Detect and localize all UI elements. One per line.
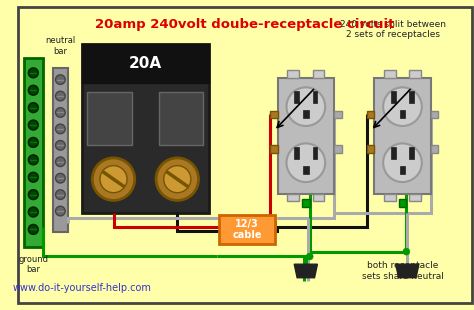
Bar	[270, 145, 278, 153]
Bar	[399, 199, 406, 207]
Circle shape	[164, 166, 191, 193]
Text: www.do-it-yourself-help.com: www.do-it-yourself-help.com	[12, 283, 151, 293]
Circle shape	[55, 108, 65, 117]
Polygon shape	[294, 264, 318, 278]
Circle shape	[55, 140, 65, 150]
Bar	[409, 147, 414, 159]
Bar	[409, 70, 421, 78]
Bar	[312, 147, 318, 159]
Bar	[400, 166, 405, 174]
Bar	[367, 145, 374, 153]
Bar	[159, 92, 203, 145]
Bar	[400, 109, 405, 118]
Bar	[294, 147, 299, 159]
Bar	[312, 194, 324, 202]
Text: both receptacle
sets share neutral: both receptacle sets share neutral	[362, 261, 443, 281]
Bar	[391, 147, 396, 159]
Bar	[312, 91, 318, 103]
Circle shape	[286, 87, 325, 126]
Bar	[287, 194, 299, 202]
Circle shape	[383, 144, 422, 182]
Bar	[430, 145, 438, 153]
Text: neutral
bar: neutral bar	[45, 36, 75, 55]
Bar	[287, 70, 299, 78]
Bar	[334, 145, 342, 153]
Bar	[312, 70, 324, 78]
Circle shape	[28, 120, 38, 130]
Circle shape	[55, 75, 65, 84]
Circle shape	[55, 157, 65, 166]
Bar	[409, 194, 421, 202]
Bar	[409, 91, 414, 103]
Bar	[82, 44, 209, 82]
Circle shape	[28, 86, 38, 95]
Circle shape	[100, 166, 127, 193]
Bar	[384, 194, 396, 202]
Bar	[391, 91, 396, 103]
Bar	[303, 166, 309, 174]
Circle shape	[28, 68, 38, 78]
Text: 20A: 20A	[129, 56, 162, 71]
Circle shape	[28, 103, 38, 113]
Circle shape	[55, 190, 65, 199]
Bar	[219, 215, 275, 244]
Text: 20amp 240volt doube-receptacle circuit: 20amp 240volt doube-receptacle circuit	[95, 18, 395, 31]
Text: 240 volts split between
2 sets of receptacles: 240 volts split between 2 sets of recept…	[340, 20, 446, 39]
Bar	[278, 78, 334, 194]
Circle shape	[28, 155, 38, 165]
Circle shape	[383, 87, 422, 126]
Polygon shape	[396, 264, 419, 278]
Text: ground
bar: ground bar	[18, 255, 48, 274]
Bar	[82, 44, 209, 213]
Bar	[294, 91, 299, 103]
Circle shape	[55, 173, 65, 183]
Circle shape	[403, 248, 410, 255]
Bar	[303, 109, 309, 118]
Circle shape	[306, 253, 313, 260]
Circle shape	[156, 158, 199, 201]
Circle shape	[286, 144, 325, 182]
Circle shape	[28, 190, 38, 199]
Bar	[367, 111, 374, 118]
Circle shape	[28, 207, 38, 217]
Bar	[270, 111, 278, 118]
Bar	[384, 70, 396, 78]
Bar	[53, 68, 68, 232]
Bar	[87, 92, 132, 145]
Circle shape	[28, 138, 38, 147]
Bar	[24, 58, 43, 247]
Circle shape	[28, 224, 38, 234]
Bar	[302, 199, 310, 207]
Circle shape	[92, 158, 135, 201]
Circle shape	[55, 124, 65, 134]
Circle shape	[28, 172, 38, 182]
Bar	[430, 111, 438, 118]
Circle shape	[55, 206, 65, 216]
Bar	[334, 111, 342, 118]
Text: 12/3
cable: 12/3 cable	[232, 219, 262, 240]
Circle shape	[55, 91, 65, 101]
Bar	[374, 78, 430, 194]
